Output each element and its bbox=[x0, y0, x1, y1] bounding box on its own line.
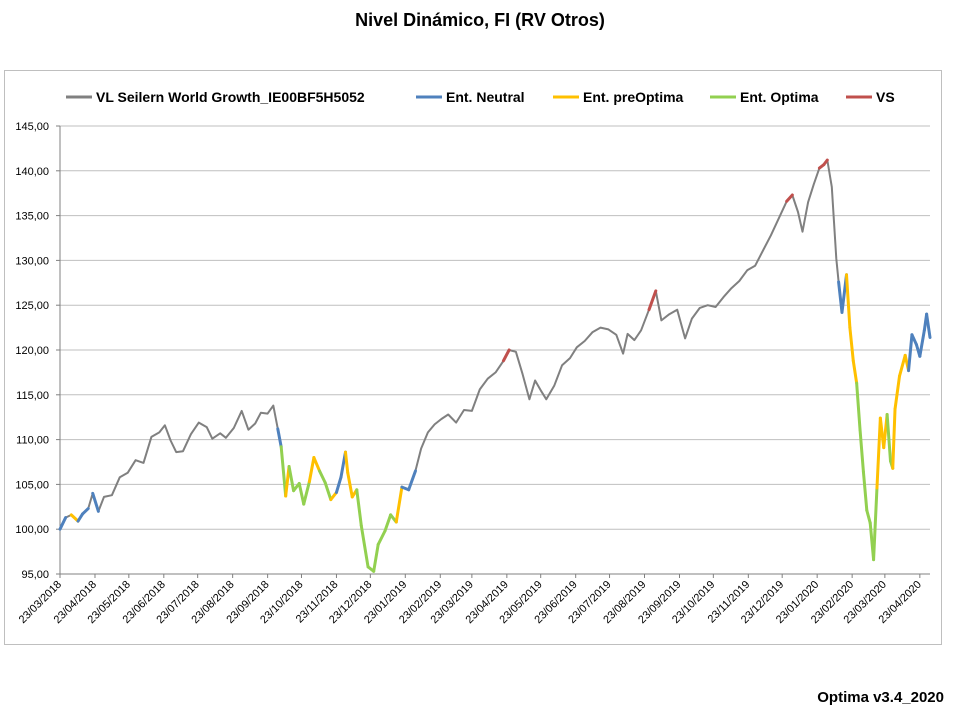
y-tick-label: 125,00 bbox=[15, 300, 49, 312]
segment-neutral bbox=[81, 507, 90, 516]
legend-label: Ent. Neutral bbox=[446, 89, 525, 105]
segment-optima bbox=[372, 542, 380, 573]
segment-optima bbox=[858, 428, 865, 474]
segment-preoptima bbox=[891, 407, 897, 470]
segment-preoptima bbox=[848, 326, 855, 363]
segment-optima bbox=[855, 381, 862, 432]
y-tick-label: 145,00 bbox=[15, 121, 49, 133]
series-vl-line bbox=[59, 159, 931, 573]
segment-vs bbox=[785, 193, 794, 203]
segment-preoptima bbox=[346, 471, 354, 499]
segment-optima bbox=[302, 480, 311, 506]
segment-optima bbox=[355, 488, 363, 528]
segment-neutral bbox=[910, 333, 918, 347]
segment-preoptima bbox=[329, 490, 338, 502]
y-tick-label: 130,00 bbox=[15, 255, 49, 267]
segment-optima bbox=[318, 469, 327, 485]
segment-preoptima bbox=[898, 353, 907, 378]
segment-optima bbox=[359, 524, 370, 569]
chart-frame bbox=[4, 70, 942, 645]
segment-preoptima bbox=[844, 273, 852, 330]
y-tick-label: 100,00 bbox=[15, 524, 49, 536]
segment-vs bbox=[501, 348, 511, 363]
legend-label: Ent. preOptima bbox=[583, 89, 684, 105]
footer-version: Optima v3.4_2020 bbox=[817, 689, 944, 706]
segment-preoptima bbox=[394, 485, 404, 524]
gridlines bbox=[59, 125, 930, 575]
segment-optima bbox=[885, 413, 893, 463]
y-tick-label: 140,00 bbox=[15, 166, 49, 178]
legend-label: VL Seilern World Growth_IE00BF5H5052 bbox=[96, 89, 365, 105]
segment-neutral bbox=[91, 491, 100, 513]
segment-preoptima bbox=[343, 450, 350, 475]
segment-neutral bbox=[918, 328, 926, 358]
segment-optima bbox=[861, 470, 869, 512]
legend-label: VS bbox=[876, 89, 895, 105]
segment-vs bbox=[647, 289, 658, 312]
segment-neutral bbox=[58, 516, 68, 531]
segment-optima bbox=[383, 513, 393, 533]
segment-optima bbox=[279, 445, 288, 498]
segment-neutral bbox=[925, 312, 932, 339]
segment-neutral bbox=[407, 469, 417, 492]
x-axis-ticks: 23/03/201823/04/201823/05/201823/06/2018… bbox=[17, 574, 924, 626]
legend: VL Seilern World Growth_IE00BF5H5052 Ent.… bbox=[66, 89, 895, 105]
segment-preoptima bbox=[69, 513, 80, 523]
segment-optima bbox=[287, 464, 296, 493]
y-tick-label: 135,00 bbox=[15, 211, 49, 223]
segment-neutral bbox=[276, 427, 283, 449]
y-tick-label: 120,00 bbox=[15, 345, 49, 357]
segment-preoptima bbox=[312, 456, 322, 473]
segment-preoptima bbox=[893, 374, 902, 411]
segment-optima bbox=[376, 529, 387, 546]
y-tick-label: 95,00 bbox=[21, 569, 49, 581]
segment-preoptima bbox=[851, 359, 859, 385]
segment-optima bbox=[865, 508, 872, 525]
segment-optima bbox=[872, 486, 879, 562]
segment-preoptima bbox=[875, 416, 882, 490]
segment-vs bbox=[822, 158, 829, 167]
segment-optima bbox=[323, 481, 333, 502]
y-axis-ticks: 95,00 100,00 105,00 110,00 115,00 120,00 125,0… bbox=[15, 121, 60, 581]
chart-title: Nivel Dinámico, FI (RV Otros) bbox=[355, 10, 605, 30]
segment-optima bbox=[297, 482, 306, 506]
y-tick-label: 115,00 bbox=[16, 390, 49, 402]
series-lines bbox=[58, 158, 932, 573]
segment-neutral bbox=[907, 333, 914, 373]
y-tick-label: 105,00 bbox=[15, 479, 49, 491]
segment-neutral bbox=[334, 475, 343, 494]
segment-preoptima bbox=[307, 456, 316, 484]
y-tick-label: 110,00 bbox=[16, 435, 49, 447]
legend-label: Ent. Optima bbox=[740, 89, 819, 105]
